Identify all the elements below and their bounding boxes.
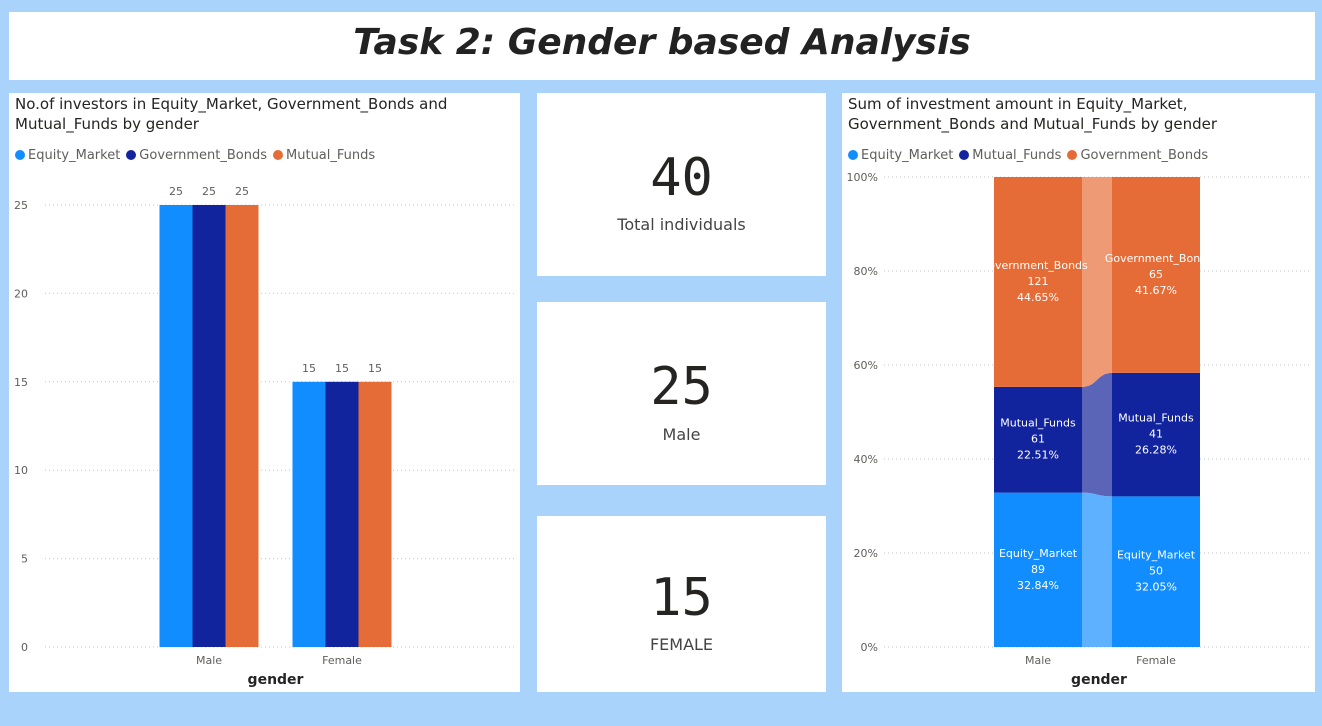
x-axis-title: gender [1071,672,1127,688]
bar-equity-market-male[interactable] [159,205,193,647]
segment-series-label: overnment_Bonds [988,259,1088,272]
bar-chart-svg[interactable]: 0 5 10 15 20 25 25 25 25 Male 15 15 15 Female gender [9,93,520,692]
page-title: Task 2: Gender based Analysis [353,22,971,63]
segment-government-bonds-male[interactable] [994,177,1082,387]
segment-value-label: 121 [1028,275,1049,288]
y-tick-label: 25 [14,199,28,212]
segment-value-label: 61 [1031,433,1045,446]
data-label: 15 [368,362,382,375]
legend-marker [848,150,858,160]
data-label: 25 [235,185,249,198]
legend-item-equity-market[interactable]: Equity_Market [848,148,953,163]
legend-label: Mutual_Funds [286,147,376,163]
legend-marker [126,150,137,160]
x-tick-label: Female [1136,654,1176,667]
segment-percent-label: 44.65% [1017,291,1059,304]
legend-item-equity-market[interactable]: Equity_Market [15,148,120,163]
bar-mutual-funds-female[interactable] [358,381,392,647]
investment-amount-chart-panel[interactable]: Sum of investment amount in Equity_Marke… [842,93,1315,692]
y-tick-label: 0% [861,641,878,654]
total-individuals-card[interactable]: 40 Total individuals [537,93,826,276]
segment-value-label: 50 [1149,565,1163,578]
x-axis-title: gender [248,672,304,688]
ribbon-government-bonds [1082,177,1112,387]
segment-value-label: 65 [1149,268,1163,281]
segment-mutual-funds-female[interactable] [1112,372,1200,497]
ribbon-equity-market [1082,492,1112,647]
bar-government-bonds-male[interactable] [192,205,226,647]
y-tick-label: 100% [847,171,878,184]
segment-series-label: Mutual_Funds [1000,417,1076,430]
female-count-card[interactable]: 15 FEMALE [537,516,826,692]
legend-label: Equity_Market [861,147,954,163]
segment-value-label: 41 [1149,428,1163,441]
data-label: 25 [202,185,216,198]
legend-marker [1067,150,1078,160]
x-tick-label: Male [1025,654,1051,667]
y-tick-label: 10 [14,464,28,477]
x-tick-label: Male [196,654,222,667]
investor-count-chart-panel[interactable]: No.of investors in Equity_Market, Govern… [9,93,520,692]
chart-legend: Equity_Market Mutual_Funds Government_Bond… [848,146,1214,164]
ribbon-mutual-funds [1082,372,1112,497]
legend-label: Equity_Market [28,147,121,163]
segment-value-label: 89 [1031,563,1045,576]
y-tick-label: 5 [21,553,28,566]
y-tick-label: 20% [854,547,878,560]
male-count-label: Male [662,425,701,444]
female-count-label: FEMALE [649,635,714,654]
total-individuals-label: Total individuals [617,215,746,234]
legend-item-government-bonds[interactable]: Government_Bonds [1067,148,1208,163]
legend-item-mutual-funds[interactable]: Mutual_Funds [959,148,1061,163]
segment-series-label: Government_Bond [1105,252,1207,265]
total-individuals-value: 40 [650,148,713,208]
legend-item-government-bonds[interactable]: Government_Bonds [126,148,267,163]
data-label: 25 [169,185,183,198]
female-count-value: 15 [650,568,713,628]
legend-marker [15,150,25,160]
y-tick-label: 20 [14,287,28,300]
chart-title: Sum of investment amount in Equity_Marke… [848,95,1218,133]
segment-equity-market-male[interactable] [994,492,1082,647]
y-tick-label: 0 [21,641,28,654]
segment-series-label: Equity_Market [999,547,1078,560]
segment-percent-label: 41.67% [1135,284,1177,297]
data-label: 15 [302,362,316,375]
male-count-card[interactable]: 25 Male [537,302,826,485]
segment-series-label: Mutual_Funds [1118,412,1194,425]
segment-equity-market-female[interactable] [1112,496,1200,647]
bar-government-bonds-female[interactable] [325,381,359,647]
bar-equity-market-female[interactable] [292,381,326,647]
y-tick-label: 60% [854,359,878,372]
segment-percent-label: 32.84% [1017,579,1059,592]
segment-series-label: Equity_Market [1117,549,1196,562]
legend-marker [273,150,284,160]
data-label: 15 [335,362,349,375]
chart-title: No.of investors in Equity_Market, Govern… [15,95,448,133]
legend-label: Mutual_Funds [972,147,1062,163]
legend-item-mutual-funds[interactable]: Mutual_Funds [273,148,375,163]
legend-marker [959,150,970,160]
segment-percent-label: 22.51% [1017,449,1059,462]
bar-mutual-funds-male[interactable] [225,205,259,647]
title-banner: Task 2: Gender based Analysis [9,12,1315,80]
y-tick-label: 40% [854,453,878,466]
legend-label: Government_Bonds [1080,147,1209,163]
segment-mutual-funds-male[interactable] [994,386,1082,493]
y-tick-label: 80% [854,265,878,278]
male-count-value: 25 [650,357,713,417]
legend-label: Government_Bonds [139,147,268,163]
segment-percent-label: 26.28% [1135,444,1177,457]
segment-percent-label: 32.05% [1135,581,1177,594]
x-tick-label: Female [322,654,362,667]
stacked-bar-chart-svg[interactable]: 0% 20% 40% 60% 80% 100% Equity_Market 89 32.84% M… [842,93,1315,692]
segment-government-bonds-female[interactable] [1112,177,1200,373]
y-tick-label: 15 [14,376,28,389]
chart-legend: Equity_Market Government_Bonds Mutual_Fund… [15,146,381,164]
